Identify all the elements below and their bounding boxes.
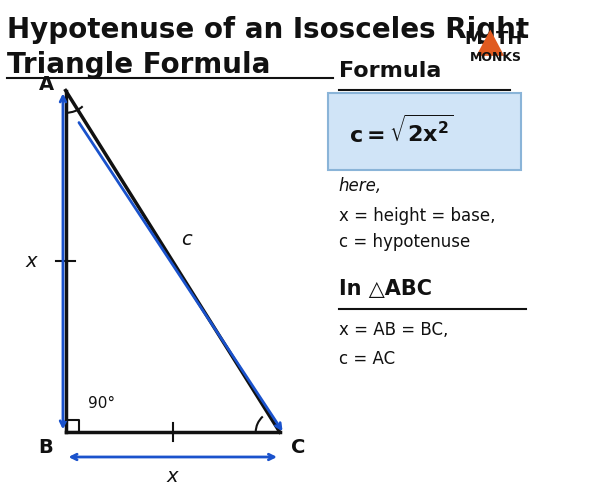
Text: M: M [464, 29, 482, 48]
Text: B: B [38, 438, 53, 457]
Text: 90°: 90° [88, 396, 116, 411]
Text: A: A [40, 75, 55, 94]
Text: x: x [167, 467, 178, 487]
Text: x: x [25, 252, 37, 271]
Text: $\mathbf{c = \sqrt{2x^2}}$: $\mathbf{c = \sqrt{2x^2}}$ [349, 115, 454, 147]
Text: Formula: Formula [339, 61, 441, 81]
Polygon shape [476, 29, 504, 56]
Text: TH: TH [496, 29, 523, 48]
Text: C: C [292, 438, 306, 457]
Text: x = AB = BC,
c = AC: x = AB = BC, c = AC [339, 321, 448, 368]
Text: c: c [181, 230, 191, 249]
Text: Hypotenuse of an Isosceles Right
Triangle Formula: Hypotenuse of an Isosceles Right Triangl… [7, 16, 529, 79]
Text: MONKS: MONKS [470, 51, 522, 64]
Text: here,: here, [339, 177, 382, 195]
Text: In △ABC: In △ABC [339, 279, 432, 299]
FancyBboxPatch shape [328, 93, 521, 170]
Text: x = height = base,
c = hypotenuse: x = height = base, c = hypotenuse [339, 207, 495, 251]
